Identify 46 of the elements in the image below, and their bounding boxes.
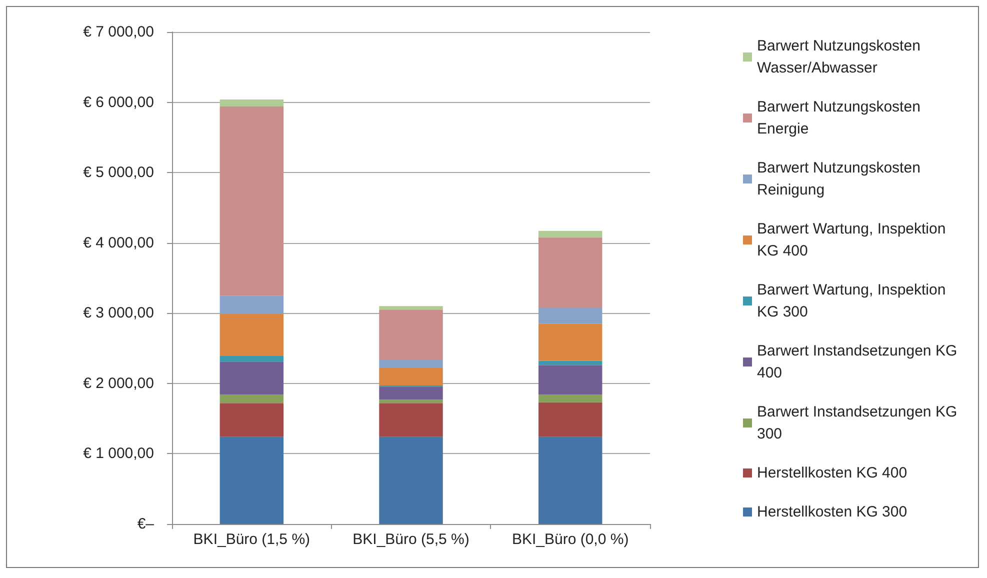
x-tick-label: BKI_Büro (5,5 %) [352,531,470,548]
bar [379,360,443,368]
y-tick-label: € 5 000,00 [83,164,154,182]
bar [379,403,443,437]
bar [538,365,602,395]
bar [538,394,602,402]
y-tick-label: € 3 000,00 [83,304,154,322]
y-tick-label: € 6 000,00 [83,94,154,111]
legend-label: Barwert Nutzungskosten Reinigung [757,160,925,198]
bar [220,314,284,356]
bar [379,310,443,360]
legend-label: Herstellkosten KG 400 [757,464,908,482]
bar [220,356,284,362]
bar [220,99,284,107]
x-tick-label: BKI_Büro (0,0 %) [512,531,629,548]
y-tick-label: € 2 000,00 [83,374,154,392]
legend-label: Barwert Nutzungskosten Wasser/Abwasser [757,38,925,76]
y-tick-label: €– [137,516,155,532]
bar [379,306,443,310]
bar [538,402,602,437]
legend-label: Herstellkosten KG 300 [757,504,908,520]
legend-label: Barwert Instandsetzungen KG 400 [757,342,962,382]
y-tick-label: € 7 000,00 [83,24,154,40]
bar [538,436,602,524]
bar [379,436,443,524]
bar [220,296,284,314]
bar [538,360,602,366]
bar [538,308,602,324]
bar [538,237,602,308]
bar [379,400,443,404]
x-tick-label: BKI_Büro (1,5 %) [193,531,310,548]
bar [538,324,602,361]
bar [220,106,284,296]
bar [220,403,284,437]
legend-label: Barwert Wartung, Inspektion KG 400 [757,220,950,260]
legend-label: Barwert Nutzungskosten Energie [757,98,925,138]
legend-label: Barwert Instandsetzungen KG 300 [757,404,962,442]
bar [538,230,602,238]
legend-label: Barwert Wartung, Inspektion KG 300 [757,282,950,320]
y-tick-label: € 4 000,00 [83,234,154,252]
bar [379,386,443,400]
y-tick-label: € 1 000,00 [83,445,154,462]
bar [220,394,284,404]
bar [220,436,284,524]
bar [379,368,443,386]
bar [220,362,284,395]
